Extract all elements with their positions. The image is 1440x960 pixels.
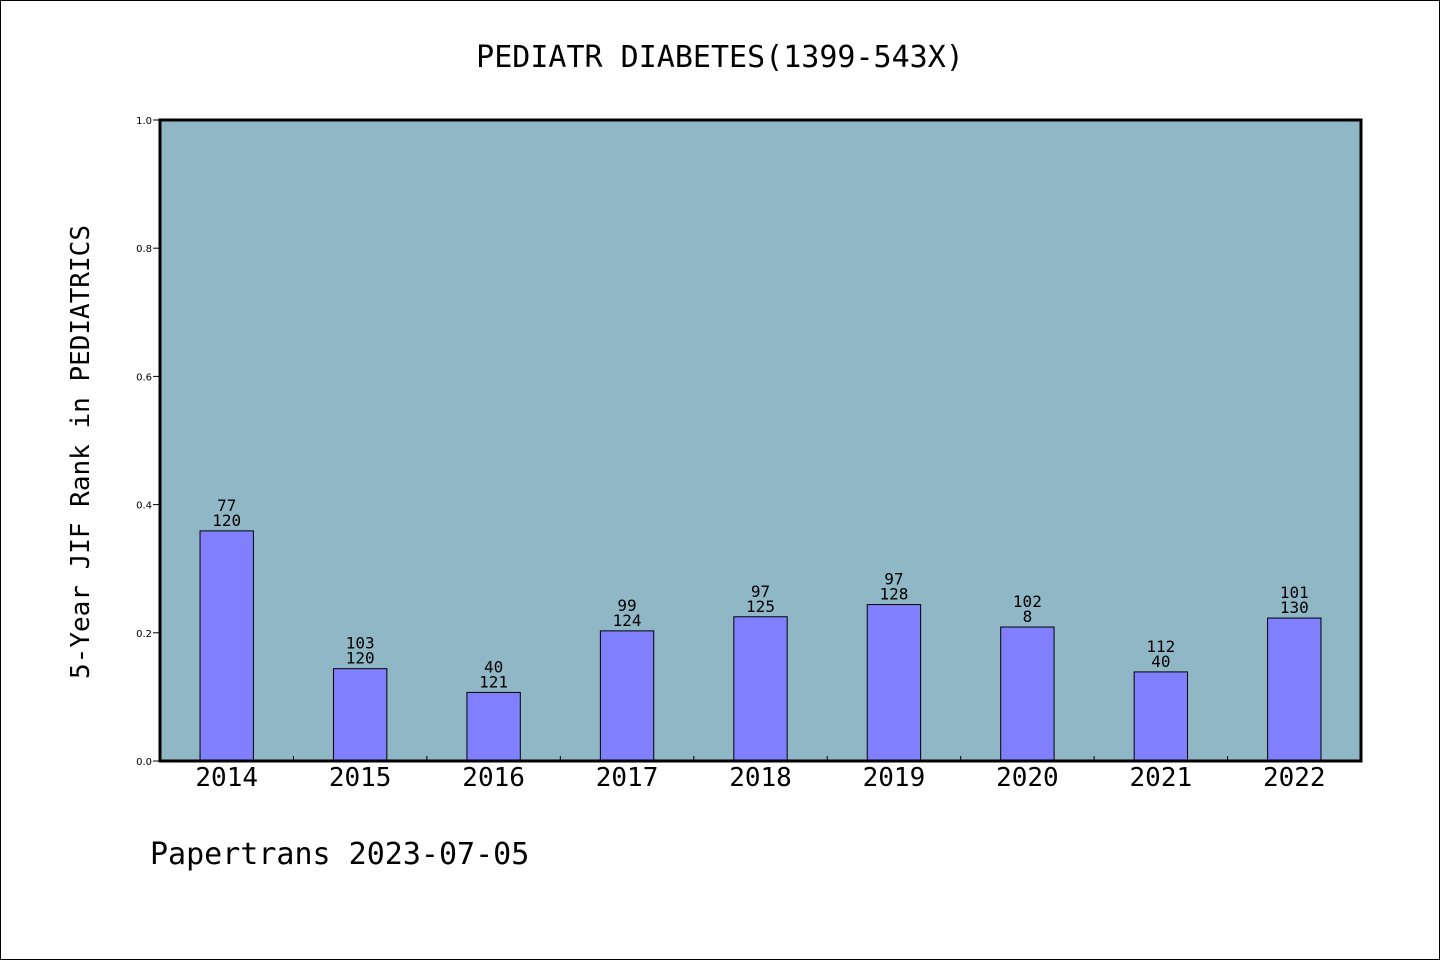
bar-2017 xyxy=(599,630,655,762)
bar-label-top: 40 xyxy=(484,657,503,676)
chart-title: PEDIATR DIABETES(1399-543X) xyxy=(476,40,964,75)
bar-label-top: 102 xyxy=(1013,592,1042,611)
bar-2016 xyxy=(466,691,521,762)
x-tick-label: 2022 xyxy=(1263,763,1326,793)
x-tick-label: 2014 xyxy=(195,763,258,793)
x-tick-label: 2020 xyxy=(996,763,1059,793)
plot-border xyxy=(158,118,1363,763)
bar-label-top: 103 xyxy=(346,634,375,653)
y-tick-label: 0.4 xyxy=(136,501,152,512)
y-tick-label: 0.0 xyxy=(136,757,152,768)
bar-label-top: 97 xyxy=(884,570,903,589)
bar-label-bottom: 121 xyxy=(479,672,508,691)
bar-label-bottom: 120 xyxy=(346,649,375,668)
bar-label-bottom: 125 xyxy=(746,597,775,616)
bar-label-bottom: 124 xyxy=(613,611,642,630)
y-tick-label: 1.0 xyxy=(136,116,152,127)
x-tick-label: 2017 xyxy=(596,763,659,793)
y-tick-label: 0.8 xyxy=(136,244,152,255)
bar-label-bottom: 128 xyxy=(879,585,908,604)
x-tick-label: 2021 xyxy=(1130,763,1193,793)
bar-label-top: 77 xyxy=(217,496,236,515)
bar-2015 xyxy=(332,668,388,762)
bar-label-top: 97 xyxy=(751,582,770,601)
bar-2018 xyxy=(733,616,788,762)
y-axis-label: 5-Year JIF Rank in PEDIATRICS xyxy=(66,225,96,679)
bar-2014 xyxy=(199,530,254,762)
bar-2021 xyxy=(1133,671,1189,762)
bar-label-top: 112 xyxy=(1146,637,1175,656)
bar-label-bottom: 130 xyxy=(1280,598,1309,617)
bar-label-top: 99 xyxy=(617,596,636,615)
x-axis: 2014 2015 2016 2017 2018 2019 2020 2021 2022 xyxy=(195,756,1326,793)
bar-label-bottom: 120 xyxy=(212,511,241,530)
y-axis: 0.0 0.2 0.4 0.6 0.8 1.0 xyxy=(136,116,159,768)
y-tick-label: 0.2 xyxy=(136,629,152,640)
bar-2019 xyxy=(866,604,922,762)
bar-2022 xyxy=(1267,617,1322,762)
x-tick-label: 2019 xyxy=(863,763,926,793)
y-tick-label: 0.6 xyxy=(136,372,152,383)
x-tick-label: 2016 xyxy=(462,763,525,793)
bar-label-bottom: 40 xyxy=(1151,652,1170,671)
x-tick-label: 2015 xyxy=(329,763,392,793)
x-tick-label: 2018 xyxy=(729,763,792,793)
footer-credit: Papertrans 2023-07-05 xyxy=(150,837,529,872)
bar-label-bottom: 8 xyxy=(1023,607,1033,626)
bar-2020 xyxy=(1000,626,1055,762)
bar-label-top: 101 xyxy=(1280,583,1309,602)
